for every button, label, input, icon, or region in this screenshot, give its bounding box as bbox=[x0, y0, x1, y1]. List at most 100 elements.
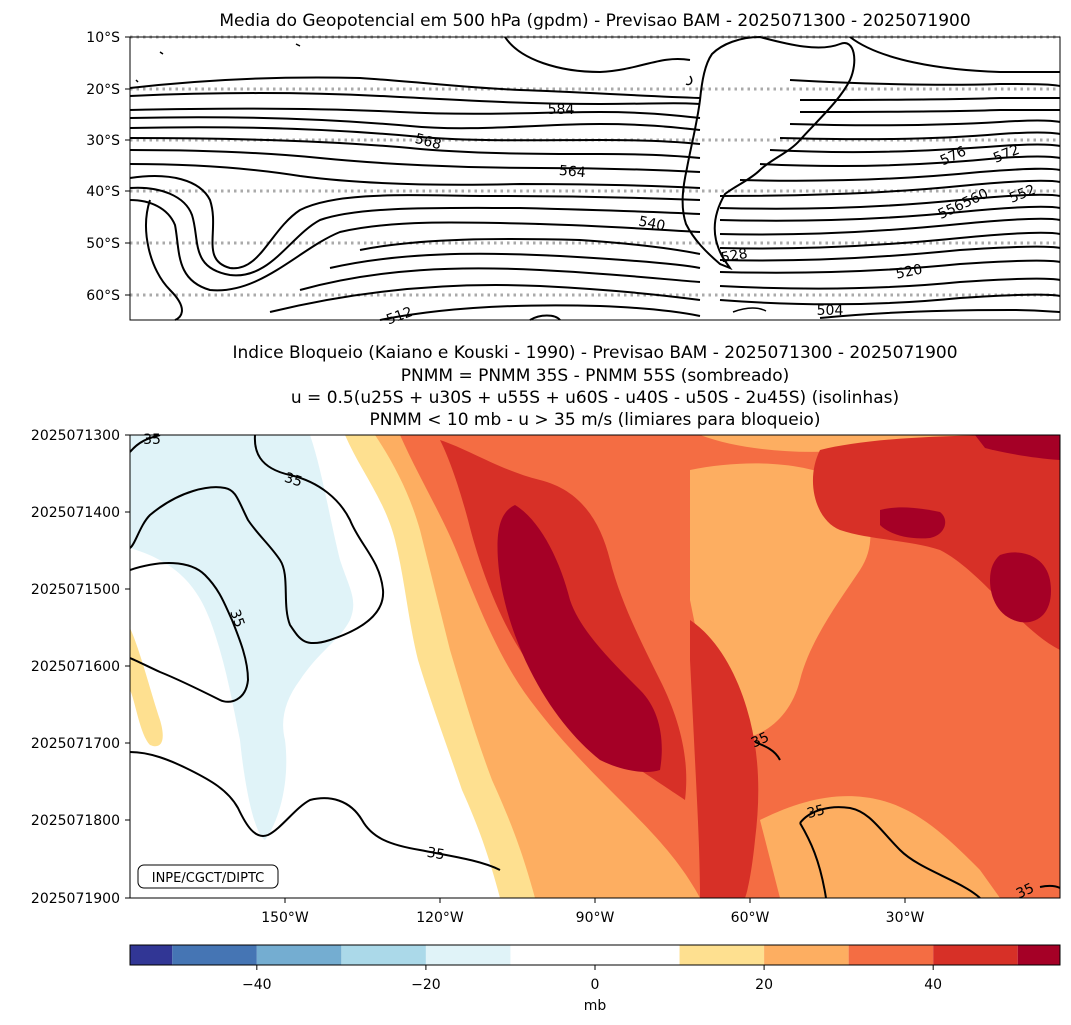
u-isoline-35 bbox=[130, 562, 250, 703]
contour-label: 520 bbox=[894, 261, 923, 282]
geopotential-contour bbox=[269, 284, 701, 313]
top-y-tick-label: 20°S bbox=[86, 82, 120, 98]
geopotential-contour bbox=[769, 143, 1061, 154]
colorbar-tick-label: −20 bbox=[411, 977, 441, 993]
top-panel-frame bbox=[129, 36, 1061, 321]
geopotential-contour bbox=[359, 238, 701, 255]
geopotential-contour bbox=[129, 92, 701, 106]
bottom-y-tick-label: 2025071400 bbox=[31, 505, 120, 521]
geopotential-contour bbox=[504, 36, 691, 74]
shade-light-blue bbox=[130, 435, 354, 840]
geopotential-contour bbox=[129, 163, 701, 189]
geopotential-contour bbox=[129, 107, 701, 119]
shade-dark-red-2 bbox=[880, 507, 946, 539]
contour-label: 512 bbox=[384, 304, 415, 328]
u-isoline-35 bbox=[130, 751, 501, 871]
contour-label: 504 bbox=[817, 303, 844, 319]
geopotential-contour bbox=[799, 109, 1060, 113]
geopotential-contour bbox=[129, 116, 701, 131]
bottom-x-tick-label: 30°W bbox=[886, 910, 925, 926]
colorbar bbox=[129, 944, 1061, 966]
u-isoline-label: 35 bbox=[749, 729, 772, 751]
geopotential-contour bbox=[719, 277, 1061, 290]
shade-yellow-left bbox=[130, 628, 163, 747]
u-isoline-35 bbox=[754, 741, 781, 761]
u-isoline-label: 35 bbox=[226, 608, 247, 630]
colorbar-segment bbox=[848, 945, 934, 965]
geopotential-contour bbox=[529, 314, 561, 321]
bottom-panel-title-line-3: u = 0.5(u25S + u30S + u55S + u60S - u40S… bbox=[291, 388, 899, 408]
u-isoline-35 bbox=[799, 806, 981, 898]
shade-dark-red-3 bbox=[990, 552, 1051, 623]
contour-label: 528 bbox=[720, 246, 749, 266]
colorbar-tick-label: 0 bbox=[591, 977, 600, 993]
bottom-y-tick-label: 2025071800 bbox=[31, 813, 120, 829]
geopotential-contour bbox=[145, 199, 183, 321]
bottom-panel-title-line-4: PNMM < 10 mb - u > 35 m/s (limiares para… bbox=[370, 410, 821, 430]
shade-dark-red bbox=[497, 505, 662, 772]
u-isoline-label: 35 bbox=[143, 432, 161, 448]
coastline-islands bbox=[135, 43, 767, 313]
u-isoline-35 bbox=[130, 435, 161, 453]
colorbar-segment bbox=[172, 945, 257, 965]
geopotential-contour bbox=[719, 245, 1061, 262]
geopotential-contour bbox=[719, 179, 1061, 197]
u-isoline-label: 35 bbox=[805, 802, 826, 822]
geopotential-contour bbox=[719, 259, 1061, 274]
colorbar-label: mb bbox=[584, 998, 607, 1014]
bottom-y-tick-label: 2025071300 bbox=[31, 428, 120, 444]
bottom-x-tick-label: 60°W bbox=[731, 910, 770, 926]
colorbar-segment bbox=[425, 945, 511, 965]
colorbar-segment bbox=[510, 945, 595, 965]
colorbar-tick-label: −40 bbox=[242, 977, 272, 993]
colorbar-segment bbox=[764, 945, 849, 965]
colorbar-segment bbox=[341, 945, 426, 965]
colorbar-segment bbox=[595, 945, 680, 965]
contour-label: 584 bbox=[548, 102, 575, 118]
bottom-panel-title-line-2: PNMM = PNMM 35S - PNMM 55S (sombreado) bbox=[401, 366, 790, 386]
bottom-x-tick-label: 150°W bbox=[261, 910, 309, 926]
colorbar-tick-label: 20 bbox=[755, 977, 773, 993]
contour-label: 540 bbox=[637, 213, 666, 234]
geopotential-contour bbox=[129, 175, 701, 270]
geopotential-contour bbox=[719, 231, 1061, 250]
geopotential-contour bbox=[129, 199, 701, 292]
geopotential-contour bbox=[849, 36, 1060, 73]
u-isoline-label: 35 bbox=[282, 470, 304, 491]
top-y-tick-label: 30°S bbox=[86, 133, 120, 149]
bottom-x-tick-label: 120°W bbox=[416, 910, 464, 926]
colorbar-tick-label: 40 bbox=[924, 977, 942, 993]
geopotential-contour bbox=[129, 149, 701, 173]
coastline-south-america bbox=[681, 35, 856, 271]
u-isoline-35 bbox=[1039, 884, 1060, 889]
top-y-tick-label: 50°S bbox=[86, 236, 120, 252]
geopotential-contour bbox=[779, 131, 1061, 141]
credit-badge-text: INPE/CGCT/DIPTC bbox=[152, 871, 264, 886]
contour-label: 568 bbox=[413, 131, 443, 153]
geopotential-contour bbox=[799, 97, 1060, 101]
top-panel-title: Media do Geopotencial em 500 hPa (gpdm) … bbox=[219, 11, 970, 31]
geopotential-contour bbox=[789, 79, 1061, 87]
geopotential-contour bbox=[129, 126, 701, 145]
bottom-y-tick-label: 2025071700 bbox=[31, 736, 120, 752]
geopotential-contour bbox=[789, 119, 1061, 127]
geopotential-contour bbox=[759, 155, 1061, 167]
top-y-tick-label: 60°S bbox=[86, 288, 120, 304]
geopotential-contour bbox=[739, 167, 1061, 182]
bottom-x-tick-label: 90°W bbox=[576, 910, 615, 926]
contour-label: 564 bbox=[558, 163, 586, 181]
geopotential-contour bbox=[129, 186, 701, 277]
geopotential-contour bbox=[329, 252, 701, 269]
geopotential-contour bbox=[819, 308, 1061, 319]
geopotential-contour bbox=[129, 76, 701, 99]
geopotential-contour bbox=[719, 217, 1061, 236]
geopotential-contour bbox=[129, 137, 701, 159]
geopotential-contour bbox=[379, 304, 701, 321]
shade-orange-patch bbox=[690, 463, 871, 740]
credit-badge bbox=[137, 864, 279, 889]
top-y-tick-label: 40°S bbox=[86, 184, 120, 200]
contour-label: 552 bbox=[1007, 182, 1038, 207]
u-isoline-35 bbox=[130, 435, 385, 645]
geopotential-contour bbox=[719, 193, 1061, 210]
